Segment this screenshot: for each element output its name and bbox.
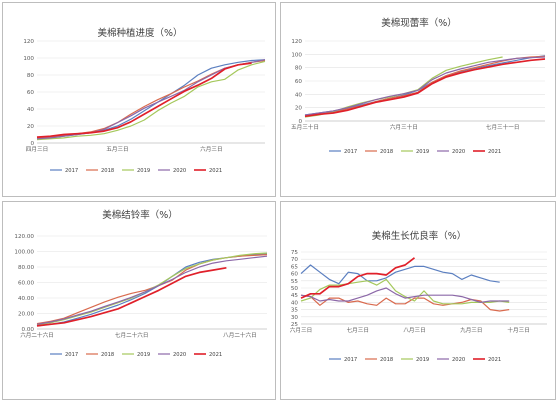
y-tick-label: 80	[295, 66, 303, 72]
y-tick-label: 70	[291, 257, 299, 263]
x-tick-label: 四月三日	[26, 146, 48, 153]
y-tick-label: 60.00	[18, 281, 34, 287]
chart-squaring-rate: 美棉现蕾率（%） 0 20 40 60 80 100 120 五月三十日 六月三十日 七月三十一日 2…	[291, 17, 546, 155]
legend-label-2017: 2017	[65, 352, 78, 358]
x-tick-label: 六月三日	[290, 326, 312, 334]
legend-label-2021: 2021	[209, 168, 222, 174]
y-tick-label: 120.00	[14, 234, 34, 240]
series-line-2020	[36, 255, 268, 325]
y-tick-label: 40.00	[18, 296, 34, 302]
legend-label-2018: 2018	[101, 168, 114, 174]
y-tick-label: 45	[291, 293, 299, 299]
y-tick-label: 60	[291, 272, 299, 278]
legend-label-2019: 2019	[416, 149, 429, 155]
y-tick-label: 40	[295, 92, 303, 98]
series-line-2017	[36, 59, 266, 140]
series-line-2021	[300, 257, 416, 299]
legend-label-2018: 2018	[101, 352, 114, 358]
legend-label-2020: 2020	[173, 168, 186, 174]
legend-label-2020: 2020	[452, 149, 465, 155]
y-tick-label: 100.00	[14, 250, 34, 256]
y-tick-label: 35	[291, 308, 299, 314]
legend-label-2020: 2020	[452, 357, 465, 363]
panel-squaring: 美棉现蕾率（%） 0 20 40 60 80 100 120 五月三十日 六月三十日 七月三十一日 2…	[280, 2, 556, 197]
legend-label-2021: 2021	[488, 149, 501, 155]
y-tick-label: 20	[27, 124, 35, 130]
y-tick-label: 40	[291, 300, 299, 306]
y-tick-label: 0	[298, 119, 302, 125]
y-tick-label: 40	[27, 107, 35, 113]
legend-label-2021: 2021	[488, 357, 501, 363]
series-line-2020	[300, 287, 510, 303]
y-tick-label: 100	[23, 56, 34, 62]
legend-label-2021: 2021	[209, 352, 222, 358]
y-tick-label: 50	[291, 286, 299, 292]
series-line-2021	[304, 58, 546, 118]
y-tick-label: 60	[295, 79, 303, 85]
y-tick-label: 80.00	[18, 265, 34, 271]
y-tick-label: 80	[27, 73, 35, 79]
chart-title: 美棉生长优良率（%）	[372, 230, 467, 242]
y-tick-label: 75	[291, 250, 299, 256]
panel-boll-setting: 美棉结铃率（%） 0.00 20.00 40.00 60.00 80.00 100.00 12…	[2, 201, 276, 400]
legend-label-2020: 2020	[173, 352, 186, 358]
y-tick-label: 0.00	[22, 327, 35, 333]
y-tick-label: 20.00	[18, 312, 34, 318]
x-tick-label: 七月三日	[347, 326, 369, 334]
x-tick-label: 九月三日	[460, 326, 482, 334]
legend-label-2019: 2019	[137, 352, 150, 358]
series-line-2020	[36, 59, 266, 140]
series-line-2019	[36, 60, 266, 141]
x-tick-label: 五月三十日	[291, 123, 319, 131]
legend-label-2017: 2017	[344, 149, 357, 155]
x-tick-label: 六月三日	[200, 145, 222, 153]
legend-label-2018: 2018	[380, 357, 393, 363]
legend-label-2019: 2019	[416, 357, 429, 363]
chart-boll-setting-rate: 美棉结铃率（%） 0.00 20.00 40.00 60.00 80.00 100.00 12…	[14, 209, 268, 358]
y-tick-label: 60	[27, 90, 35, 96]
panel-condition: 美棉生长优良率（%） 25 30 35 40 45 50 55 60 65 70 75 六月三日 七月三日…	[280, 201, 556, 400]
y-tick-label: 120	[23, 39, 34, 45]
series-line-2019	[300, 278, 510, 305]
y-tick-label: 120	[291, 39, 302, 45]
x-tick-label: 十月三日	[507, 326, 529, 334]
x-tick-label: 七月二十六日	[115, 331, 149, 339]
chart-title: 美棉种植进度（%）	[97, 27, 182, 39]
chart-title: 美棉现蕾率（%）	[381, 17, 457, 29]
y-tick-label: 0	[30, 141, 34, 147]
legend-label-2019: 2019	[137, 168, 150, 174]
x-tick-label: 五月三日	[106, 146, 128, 153]
y-tick-label: 65	[291, 264, 299, 270]
x-tick-label: 八月二十六日	[223, 331, 257, 339]
y-tick-label: 20	[295, 106, 303, 112]
legend-label-2017: 2017	[344, 357, 357, 363]
panel-planting: 美棉种植进度（%） 0 20 40 60 80 100 120 四月三日 五月三日 六月三日 2017…	[2, 2, 276, 197]
chart-planting-progress: 美棉种植进度（%） 0 20 40 60 80 100 120 四月三日 五月三日 六月三日 2017…	[23, 27, 266, 174]
x-tick-label: 七月三十一日	[486, 123, 520, 131]
legend-label-2018: 2018	[380, 149, 393, 155]
series-line-2020	[304, 56, 546, 116]
chart-title: 美棉结铃率（%）	[102, 209, 178, 221]
y-tick-label: 55	[291, 279, 299, 285]
y-tick-label: 30	[291, 315, 299, 321]
x-tick-label: 六月二十六日	[20, 331, 54, 339]
y-tick-label: 25	[291, 322, 299, 328]
x-tick-label: 六月三十日	[390, 123, 418, 131]
y-tick-label: 100	[291, 52, 302, 58]
series-line-2021	[36, 62, 252, 138]
x-tick-label: 八月三日	[403, 327, 425, 334]
series-line-2021	[36, 266, 227, 327]
legend-label-2017: 2017	[65, 168, 78, 174]
series-line-2017	[300, 264, 500, 285]
